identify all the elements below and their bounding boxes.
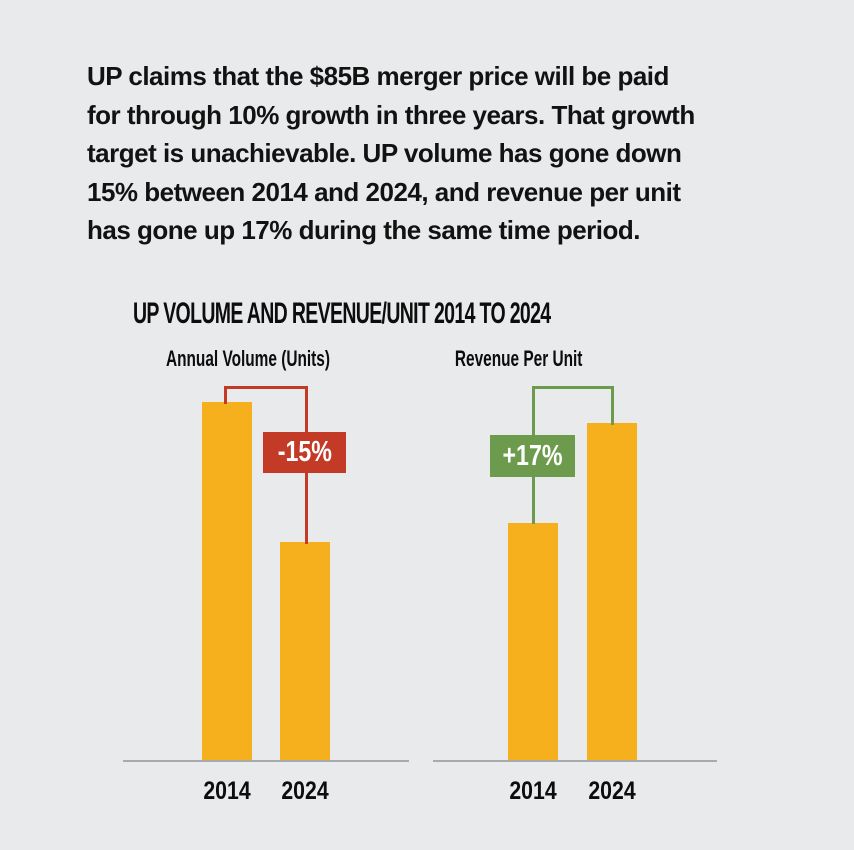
revenue-bracket-horizontal (532, 386, 614, 389)
volume-bracket-left-stub (224, 386, 227, 404)
intro-paragraph: UP claims that the $85B merger price wil… (87, 57, 695, 250)
intro-line: UP claims that the $85B merger price wil… (87, 61, 669, 91)
volume-change-label: -15% (277, 436, 332, 468)
intro-line: for through 10% growth in three years. T… (87, 99, 695, 130)
revenue-change-label: +17% (502, 439, 563, 472)
revenue-x-axis (433, 760, 717, 762)
intro-line: has gone up 17% during the same time per… (87, 215, 640, 245)
volume-bar-2024 (280, 542, 330, 761)
revenue-bracket-right-stub (611, 386, 614, 425)
volume-bracket-horizontal (224, 386, 308, 389)
volume-bar-2014 (202, 402, 252, 761)
volume-chart: Annual Volume (Units) -15% 2014 2024 (123, 340, 409, 805)
volume-subtitle: Annual Volume (Units) (166, 346, 330, 371)
revenue-change-badge: +17% (490, 435, 575, 477)
chart-title: UP VOLUME AND REVENUE/UNIT 2014 TO 2024 (133, 297, 551, 330)
volume-tick-2014: 2014 (203, 777, 251, 805)
revenue-tick-2024: 2024 (588, 777, 636, 805)
revenue-chart: Revenue Per Unit +17% 2014 2024 (433, 340, 717, 805)
intro-line: target is unachievable. UP volume has go… (87, 138, 682, 168)
volume-change-badge: -15% (263, 432, 346, 473)
volume-tick-2024: 2024 (281, 777, 329, 805)
intro-line: 15% between 2014 and 2024, and revenue p… (87, 176, 681, 207)
revenue-bar-2014 (508, 523, 558, 761)
revenue-bar-2024 (587, 423, 637, 761)
revenue-subtitle: Revenue Per Unit (454, 346, 583, 371)
volume-x-axis (123, 760, 409, 762)
revenue-tick-2014: 2014 (509, 777, 557, 805)
